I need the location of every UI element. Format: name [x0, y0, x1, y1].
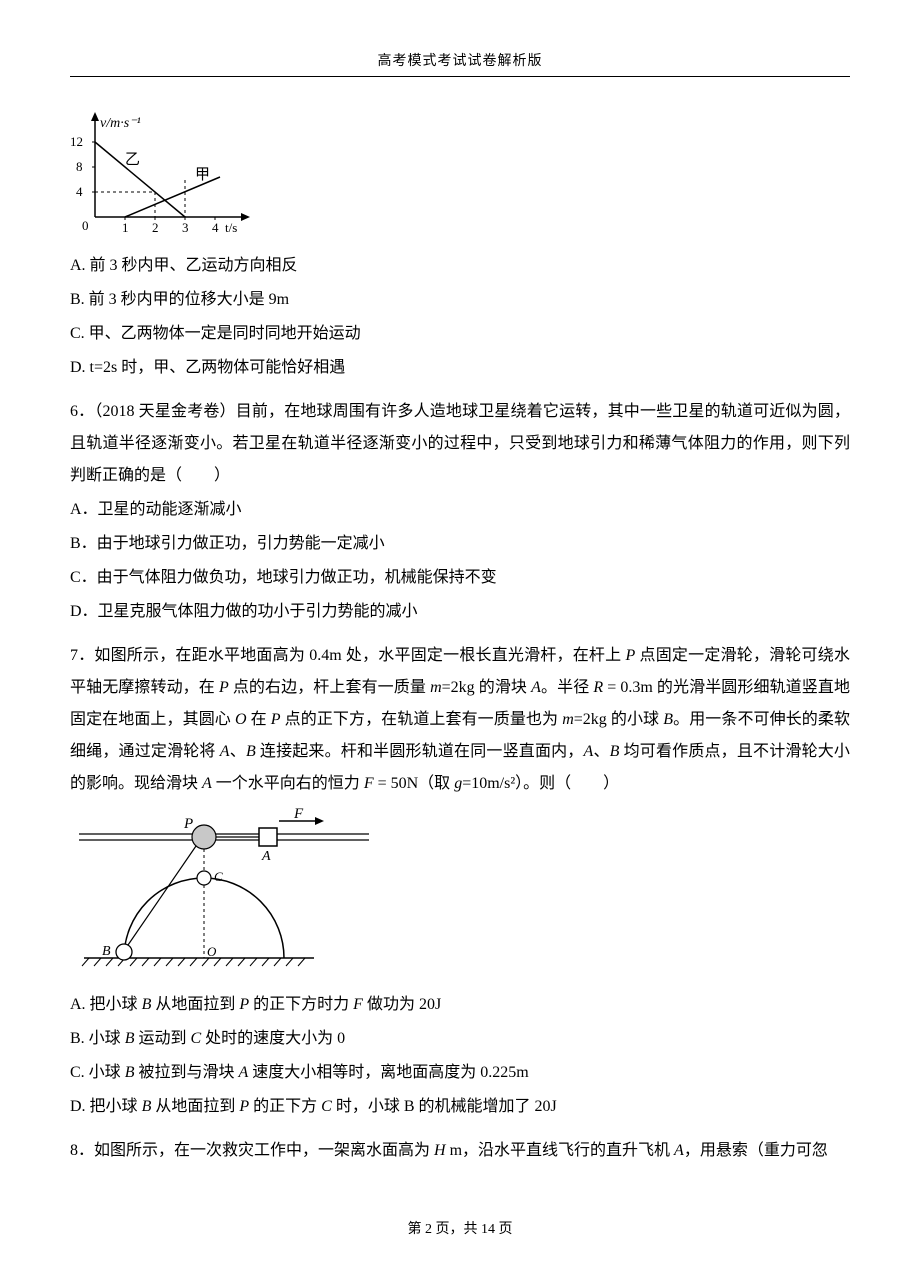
q6-text: （2018 天星金考卷）目前，在地球周围有许多人造地球卫星绕着它运转，其中一些卫… [70, 403, 850, 484]
q6-option-d: D．卫星克服气体阻力做的功小于引力势能的减小 [70, 596, 850, 628]
svg-text:F: F [293, 808, 304, 822]
svg-text:4: 4 [212, 220, 219, 235]
q6-option-b: B．由于地球引力做正功，引力势能一定减小 [70, 528, 850, 560]
q7-diagram: P A F [74, 808, 850, 983]
page-header: 高考模式考试试卷解析版 [70, 50, 850, 77]
svg-text:t/s: t/s [225, 220, 237, 235]
q7-option-b: B. 小球 B 运动到 C 处时的速度大小为 0 [70, 1023, 850, 1055]
q5-vt-graph: 4 8 12 1 2 3 4 0 v/m·s⁻¹ t/ [70, 107, 850, 242]
svg-text:1: 1 [122, 220, 129, 235]
q5-option-b: B. 前 3 秒内甲的位移大小是 9m [70, 284, 850, 316]
header-text: 高考模式考试试卷解析版 [378, 54, 543, 69]
q6-option-c: C．由于气体阻力做负功，地球引力做正功，机械能保持不变 [70, 562, 850, 594]
q5-option-d: D. t=2s 时，甲、乙两物体可能恰好相遇 [70, 352, 850, 384]
q6-number: 6． [70, 403, 94, 420]
svg-text:3: 3 [182, 220, 189, 235]
svg-text:4: 4 [76, 184, 83, 199]
svg-text:8: 8 [76, 159, 83, 174]
page-total: 14 [481, 1222, 495, 1237]
svg-text:12: 12 [70, 134, 83, 149]
svg-text:2: 2 [152, 220, 159, 235]
q8-number: 8． [70, 1142, 94, 1159]
q8-stem: 8．如图所示，在一次救灾工作中，一架离水面高为 H m，沿水平直线飞行的直升飞机… [70, 1135, 850, 1167]
q7-number: 7． [70, 647, 94, 664]
svg-text:A: A [261, 849, 271, 864]
svg-text:B: B [102, 944, 111, 959]
q5-option-c: C. 甲、乙两物体一定是同时同地开始运动 [70, 318, 850, 350]
q7-option-a: A. 把小球 B 从地面拉到 P 的正下方时力 F 做功为 20J [70, 989, 850, 1021]
q6-stem: 6．（2018 天星金考卷）目前，在地球周围有许多人造地球卫星绕着它运转，其中一… [70, 396, 850, 492]
svg-text:乙: 乙 [125, 152, 140, 168]
q5-option-a: A. 前 3 秒内甲、乙运动方向相反 [70, 250, 850, 282]
page-footer: 第 2 页，共 14 页 [0, 1218, 920, 1238]
svg-text:0: 0 [82, 218, 89, 233]
page-number: 2 [425, 1222, 432, 1237]
q6-option-a: A．卫星的动能逐渐减小 [70, 494, 850, 526]
svg-text:P: P [183, 816, 193, 832]
svg-text:v/m·s⁻¹: v/m·s⁻¹ [100, 116, 141, 131]
q7-option-c: C. 小球 B 被拉到与滑块 A 速度大小相等时，离地面高度为 0.225m [70, 1057, 850, 1089]
q7-stem: 7．如图所示，在距水平地面高为 0.4m 处，水平固定一根长直光滑杆，在杆上 P… [70, 640, 850, 800]
q7-option-d: D. 把小球 B 从地面拉到 P 的正下方 C 时，小球 B 的机械能增加了 2… [70, 1091, 850, 1123]
svg-text:甲: 甲 [195, 167, 210, 183]
svg-text:C: C [214, 869, 223, 884]
svg-text:O: O [207, 944, 217, 959]
